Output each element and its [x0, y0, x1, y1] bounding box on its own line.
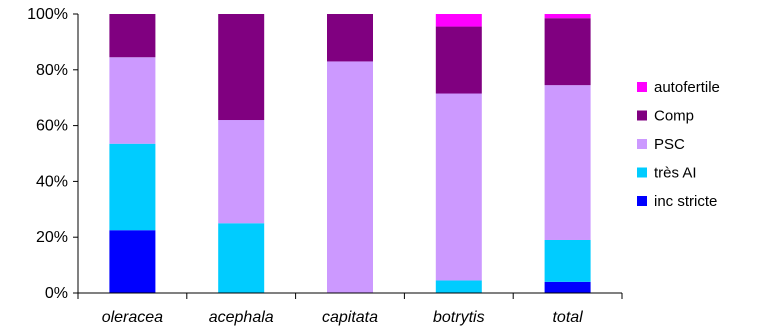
legend-swatch-autofertile: [637, 82, 647, 92]
legend: autofertile Comp PSC très AI inc stricte: [637, 79, 720, 210]
y-tick-label: 20%: [36, 229, 68, 246]
legend-label-inc-stricte: inc stricte: [654, 193, 717, 210]
x-category-label-botrytis: botrytis: [433, 309, 485, 326]
legend-label-comp: Comp: [654, 108, 694, 125]
bar-segment-total-comp: [544, 18, 591, 86]
y-tick-label: 40%: [36, 173, 68, 190]
bar-segment-capitata-comp: [327, 14, 373, 62]
bar-segment-oleracea-tres-ai: [109, 143, 156, 231]
bar-segment-total-autofertile: [544, 14, 591, 19]
bar-segment-oleracea-comp: [109, 14, 156, 58]
x-category-label-total: total: [552, 309, 583, 326]
bar-segment-oleracea-psc: [109, 57, 156, 144]
y-tick-label: 0%: [45, 285, 68, 302]
bar-segment-acephala-tres-ai: [218, 223, 265, 293]
legend-swatch-comp: [637, 110, 647, 121]
axes-layer: 0% 20% 40% 60% 80% 100% oleracea acephala capita…: [27, 6, 623, 326]
bar-segment-acephala-psc: [218, 120, 265, 224]
bar-segment-botrytis-autofertile: [435, 14, 482, 27]
legend-label-psc: PSC: [654, 136, 685, 153]
y-tick-label: 80%: [36, 62, 68, 79]
bar-segment-total-inc-stricte: [544, 281, 591, 293]
bar-segment-total-psc: [544, 85, 591, 240]
legend-swatch-psc: [637, 139, 647, 149]
bar-segment-acephala-comp: [218, 14, 265, 121]
bar-segment-botrytis-psc: [435, 93, 482, 281]
x-category-label-capitata: capitata: [322, 309, 378, 326]
legend-swatch-tres-ai: [637, 167, 647, 178]
bar-segment-oleracea-inc-stricte: [109, 230, 156, 293]
bar-segment-total-tres-ai: [544, 239, 591, 282]
bar-segment-capitata-psc: [327, 61, 373, 294]
bars-layer: [109, 14, 591, 294]
x-category-label-oleracea: oleracea: [102, 309, 163, 326]
bar-segment-botrytis-comp: [435, 26, 482, 94]
legend-label-tres-ai: très AI: [654, 165, 697, 182]
legend-swatch-inc-stricte: [637, 196, 647, 206]
y-tick-label: 60%: [36, 118, 68, 135]
bar-segment-botrytis-tres-ai: [435, 280, 482, 293]
y-tick-label: 100%: [27, 6, 68, 23]
x-category-label-acephala: acephala: [209, 309, 274, 326]
legend-label-autofertile: autofertile: [654, 79, 720, 96]
